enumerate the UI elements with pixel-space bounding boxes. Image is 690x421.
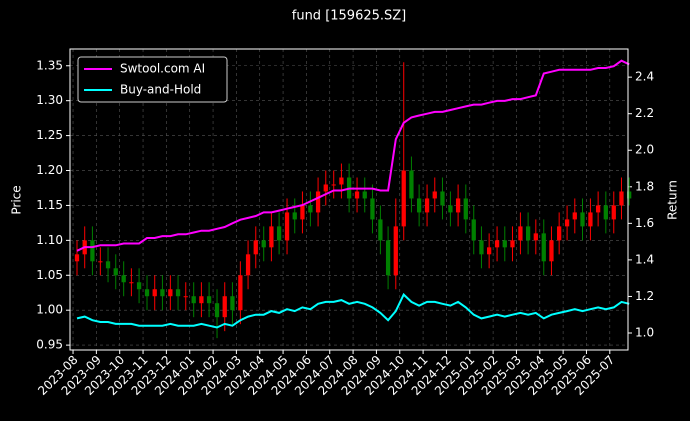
candle-body [105, 261, 111, 269]
candle-body [90, 240, 95, 262]
candle-body [129, 282, 134, 284]
y2-tick-label: 1.6 [635, 216, 654, 230]
candle-body [183, 296, 188, 298]
candle-body [385, 240, 391, 276]
candle-body [121, 275, 126, 283]
candle-body [300, 205, 305, 220]
candle-body [191, 296, 196, 304]
y-tick-label: 0.95 [36, 338, 63, 352]
y2-tick-label: 2.2 [635, 106, 654, 120]
candle-body [323, 184, 328, 192]
candle-body [471, 219, 476, 241]
candle-body [269, 226, 274, 248]
candle-body [315, 191, 321, 213]
candle-body [448, 205, 453, 213]
candle-body [378, 219, 383, 241]
candle-body [564, 219, 570, 227]
candle-body [627, 191, 632, 199]
candle-body [230, 296, 235, 311]
candle-body [463, 198, 468, 220]
candle-body [432, 191, 437, 199]
candle-body [525, 226, 531, 241]
line-series [76, 292, 630, 329]
candle-body [331, 184, 336, 186]
candle-body [113, 268, 118, 276]
candle-body [494, 240, 500, 248]
legend-box [77, 56, 228, 103]
y2-tick-label: 2.0 [635, 143, 654, 157]
candle-body [308, 205, 313, 213]
y2-tick-label: 1.2 [635, 289, 654, 303]
candle-body [595, 205, 601, 213]
candle-body [136, 282, 142, 290]
y-tick-label: 1.00 [36, 303, 63, 317]
chart-title: fund [159625.SZ] [292, 9, 407, 24]
candle-body [502, 240, 507, 248]
candle-body [199, 296, 204, 304]
legend: Swtool.com AI Buy-and-Hold [77, 56, 228, 103]
candle-body [580, 212, 585, 227]
candle-body [292, 212, 297, 220]
candle-body [160, 289, 165, 297]
candle-body [261, 240, 266, 248]
y-tick-label: 1.30 [36, 93, 63, 107]
candle-body [354, 191, 360, 199]
candle-body [572, 212, 577, 220]
candle-body [487, 247, 492, 255]
y-tick-label: 1.05 [36, 268, 63, 282]
y-tick-label: 1.20 [36, 163, 63, 177]
y2-tick-label: 1.8 [635, 179, 654, 193]
y-tick-label: 1.10 [36, 233, 63, 247]
line-series [76, 59, 630, 252]
candle-body [214, 303, 220, 318]
candle-body [238, 275, 243, 311]
candle-body [533, 233, 538, 241]
candle-body [619, 191, 624, 206]
candle-body [510, 240, 515, 248]
candle-body [440, 191, 445, 206]
candle-body [603, 205, 608, 220]
candle-body [144, 289, 150, 297]
candle-body [206, 296, 212, 304]
candle-body [362, 191, 367, 199]
candle-body [276, 226, 282, 241]
candle-body [455, 198, 461, 213]
plot-frame [69, 48, 629, 351]
candle-body [401, 170, 406, 227]
candle-body [253, 240, 258, 255]
y2-tick-label: 1.4 [635, 252, 654, 266]
candle-body [479, 240, 484, 255]
candle-body [416, 198, 422, 213]
candle-body [98, 261, 103, 263]
y-tick-label: 1.15 [36, 198, 63, 212]
candle-body [74, 254, 80, 262]
y-tick-label: 1.35 [36, 58, 63, 72]
candle-body [168, 289, 173, 297]
candle-body [284, 212, 290, 241]
legend-label: Buy-and-Hold [120, 83, 201, 97]
candle-body [588, 212, 593, 227]
y2-tick-label: 1.0 [635, 326, 654, 340]
candle-body [393, 226, 398, 276]
y-axis-label: Price [10, 185, 24, 214]
candle-body [541, 233, 546, 262]
candle-body [339, 177, 344, 185]
legend-label: Swtool.com AI [120, 62, 205, 76]
candle-body [518, 226, 523, 241]
y2-tick-label: 2.4 [635, 70, 654, 84]
candle-body [370, 198, 375, 220]
candle-body [557, 226, 562, 241]
y2-axis-label: Return [666, 180, 680, 220]
candle-body [611, 205, 616, 220]
candle-body [222, 296, 227, 318]
candle-body [409, 170, 414, 199]
candle-body [245, 254, 251, 276]
candle-body [424, 198, 430, 213]
candle-body [175, 289, 181, 297]
candle-body [152, 289, 157, 297]
y-tick-label: 1.25 [36, 128, 63, 142]
candle-body [549, 240, 554, 262]
